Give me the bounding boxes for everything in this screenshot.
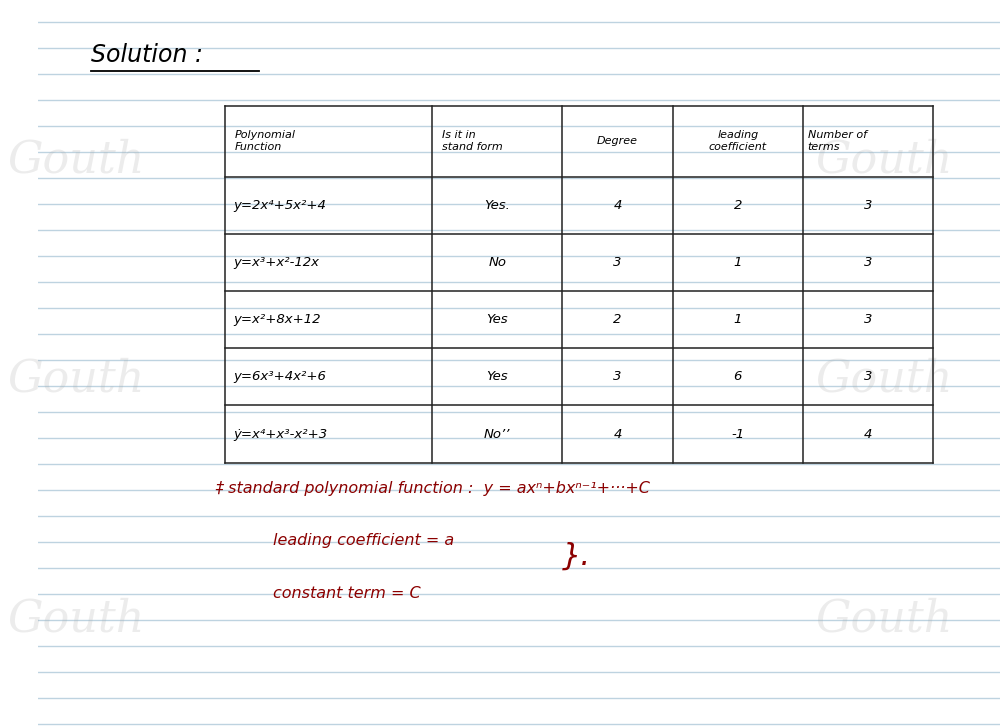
Text: Yes: Yes — [486, 371, 508, 384]
Text: 3: 3 — [613, 371, 622, 384]
Text: Yes: Yes — [486, 313, 508, 326]
Text: Gouth: Gouth — [816, 597, 953, 641]
Text: ‡ standard polynomial function :  y = axⁿ+bxⁿ⁻¹+···+C: ‡ standard polynomial function : y = axⁿ… — [216, 481, 651, 496]
Text: 6: 6 — [734, 371, 742, 384]
Text: Gouth: Gouth — [7, 357, 145, 400]
Text: No: No — [488, 256, 506, 269]
Text: Number of
terms: Number of terms — [808, 130, 867, 152]
Text: 4: 4 — [863, 427, 872, 440]
Text: ẏ=x⁴+x³-x²+3: ẏ=x⁴+x³-x²+3 — [233, 427, 327, 440]
Text: leading coefficient = a: leading coefficient = a — [273, 534, 455, 548]
Text: 2: 2 — [734, 199, 742, 212]
Text: constant term = C: constant term = C — [273, 586, 421, 601]
Text: 1: 1 — [734, 313, 742, 326]
Text: Is it in
stand form: Is it in stand form — [442, 130, 503, 152]
Text: Gouth: Gouth — [816, 138, 953, 182]
Text: }.: }. — [562, 542, 591, 570]
Text: No’’: No’’ — [484, 427, 510, 440]
Text: 3: 3 — [863, 313, 872, 326]
Text: Degree: Degree — [597, 136, 638, 146]
Text: 2: 2 — [613, 313, 622, 326]
Text: 3: 3 — [863, 199, 872, 212]
Text: y=2x⁴+5x²+4: y=2x⁴+5x²+4 — [233, 199, 326, 212]
Text: leading
coefficient: leading coefficient — [709, 130, 767, 152]
Text: Gouth: Gouth — [7, 138, 145, 182]
Text: Gouth: Gouth — [816, 357, 953, 400]
Text: 4: 4 — [613, 199, 622, 212]
Text: 4: 4 — [613, 427, 622, 440]
Text: 3: 3 — [863, 256, 872, 269]
Text: y=6x³+4x²+6: y=6x³+4x²+6 — [233, 371, 326, 384]
Text: Polynomial
Function: Polynomial Function — [235, 130, 296, 152]
Text: 3: 3 — [613, 256, 622, 269]
Text: 1: 1 — [734, 256, 742, 269]
Text: Gouth: Gouth — [7, 597, 145, 641]
Text: -1: -1 — [731, 427, 744, 440]
Text: y=x²+8x+12: y=x²+8x+12 — [233, 313, 321, 326]
Text: Yes.: Yes. — [484, 199, 510, 212]
Text: y=x³+x²-12x: y=x³+x²-12x — [233, 256, 319, 269]
Text: 3: 3 — [863, 371, 872, 384]
Text: Solution :: Solution : — [91, 43, 203, 66]
